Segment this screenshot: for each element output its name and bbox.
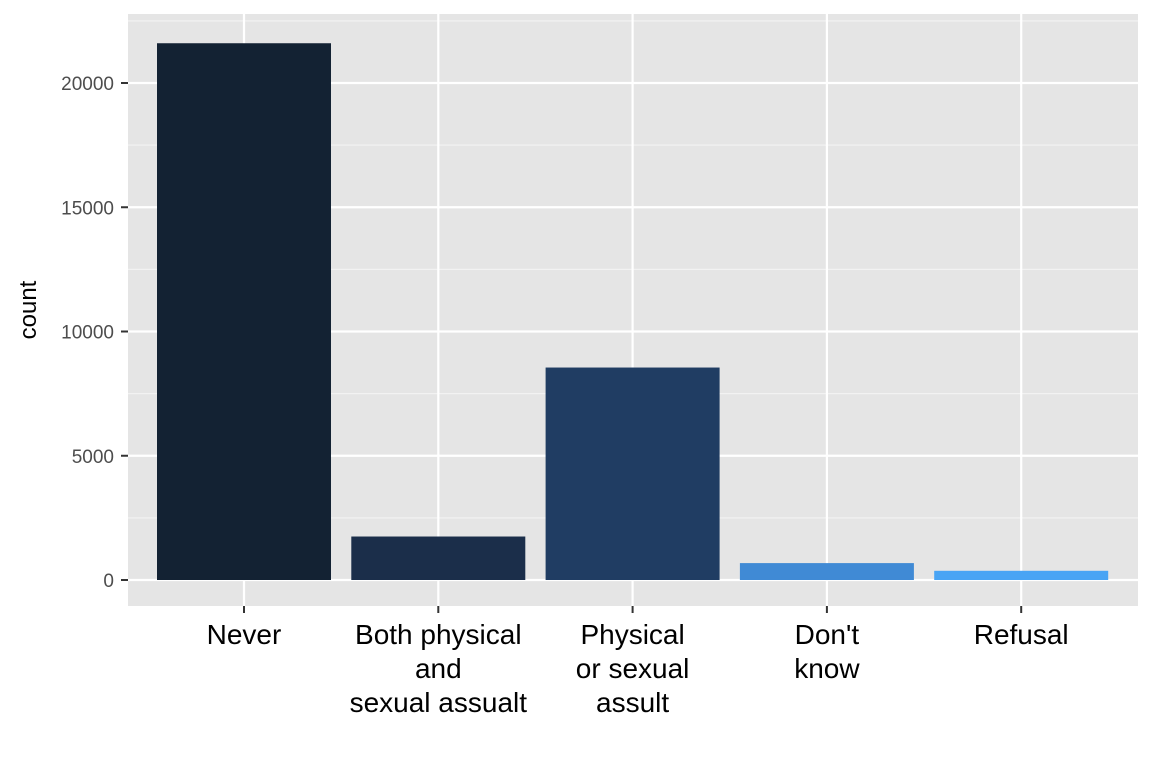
bar — [351, 536, 526, 580]
y-tick-label: 0 — [103, 571, 114, 592]
bars — [157, 43, 1109, 581]
y-tick-label: 5000 — [72, 447, 114, 468]
x-tick-label: Don't — [795, 619, 860, 650]
y-axis: 0 5000 10000 15000 20000 — [61, 74, 128, 592]
bar — [545, 367, 720, 580]
y-axis-title: count — [15, 280, 42, 339]
x-tick-label: or sexual — [576, 653, 690, 684]
x-tick-label: sexual assualt — [350, 687, 528, 718]
x-tick-label: Never — [207, 619, 282, 650]
x-tick-label: and — [415, 653, 462, 684]
y-tick-label: 10000 — [61, 323, 114, 344]
x-tick-label: know — [794, 653, 860, 684]
x-tick-label: Both physical — [355, 619, 522, 650]
x-tick-label: assult — [596, 687, 669, 718]
y-tick-label: 20000 — [61, 74, 114, 95]
bar — [934, 570, 1109, 580]
y-tick-label: 15000 — [61, 198, 114, 219]
bar — [157, 43, 331, 581]
x-tick-label: Physical — [580, 619, 684, 650]
bar — [739, 563, 914, 580]
x-tick-label: Refusal — [974, 619, 1069, 650]
